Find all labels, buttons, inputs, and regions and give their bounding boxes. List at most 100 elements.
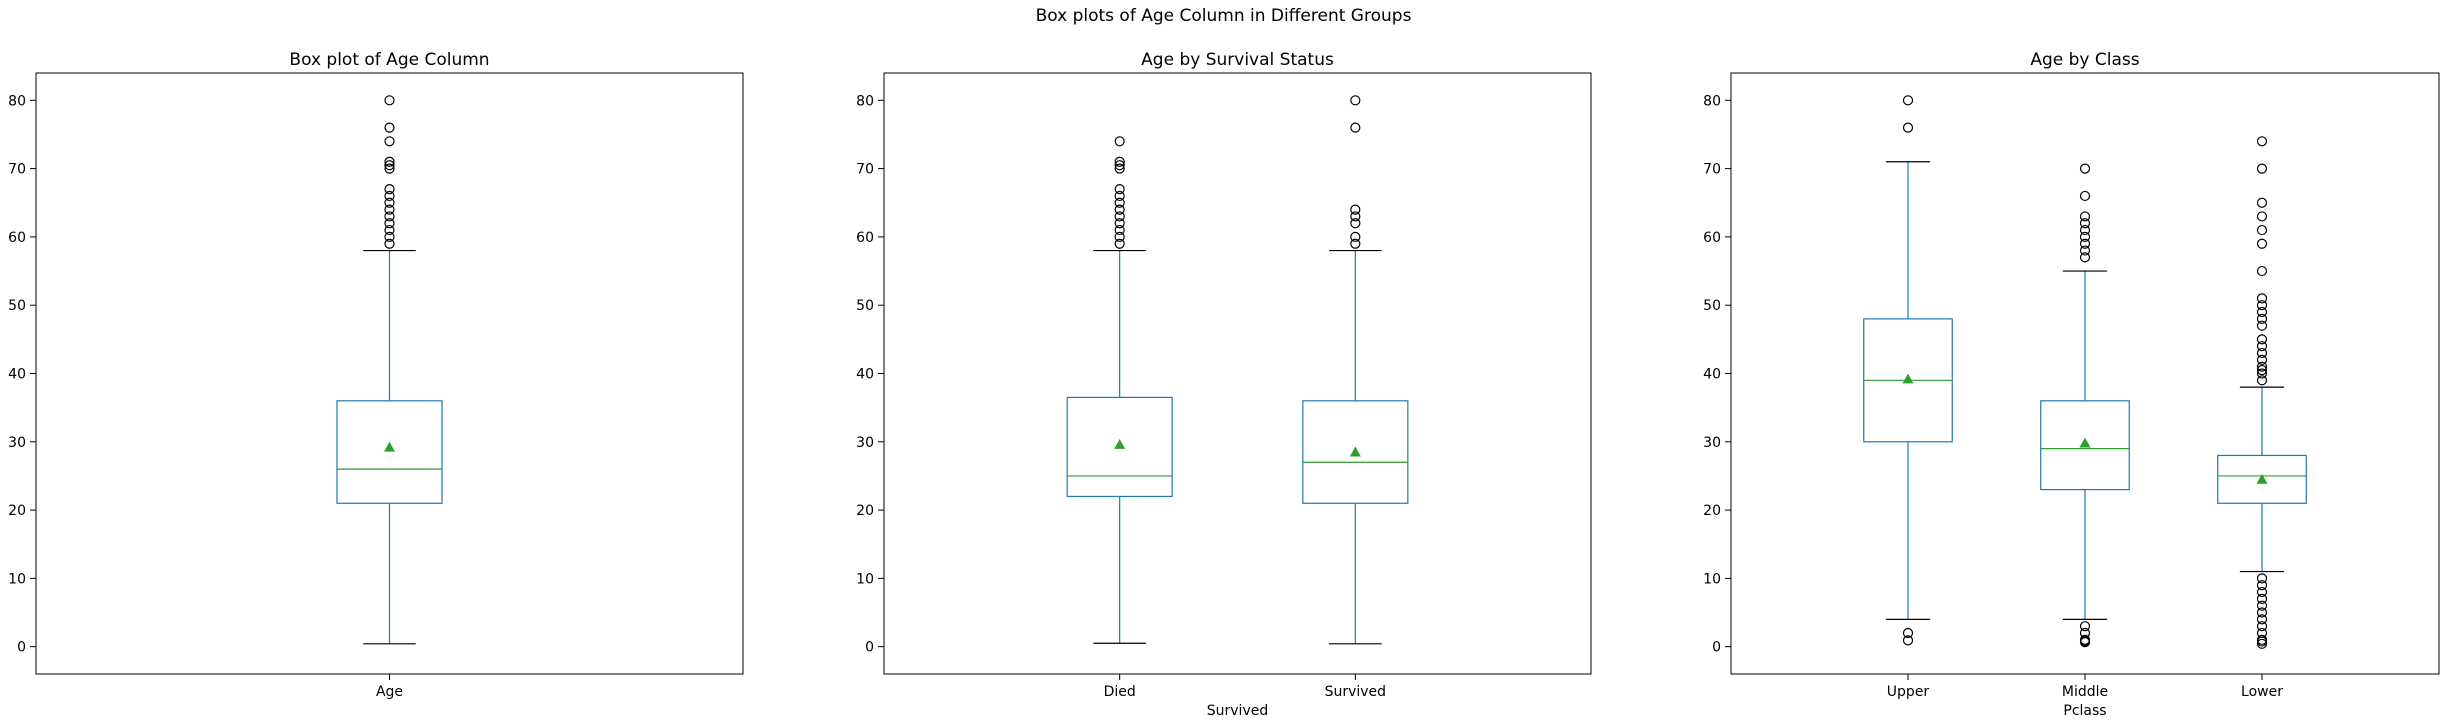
x-tick-label: Age (376, 684, 403, 700)
outlier-point (2079, 621, 2091, 632)
y-tick-label: 40 (1703, 367, 1721, 383)
outlier-point (384, 122, 395, 133)
x-tick-label: Lower (2241, 684, 2283, 700)
outlier-point (2079, 224, 2091, 236)
outlier-point (2079, 634, 2091, 645)
y-tick-label: 80 (8, 93, 26, 109)
outlier-point (2256, 368, 2268, 379)
y-tick-label: 50 (8, 298, 26, 314)
outlier-point (2256, 238, 2268, 249)
y-tick-label: 60 (1703, 230, 1721, 246)
subplot-2: Age by Survival Status 0 10 20 30 40 50 60 70 80 D… (856, 50, 1592, 719)
outlier-point (2256, 197, 2268, 208)
y-tick-label: 10 (1703, 571, 1721, 587)
outlier-point (2256, 211, 2268, 222)
outlier-point (2079, 231, 2091, 243)
outlier-point (2256, 593, 2268, 604)
outlier-point (384, 95, 395, 106)
outlier-point (384, 224, 395, 236)
outlier-point (2256, 341, 2268, 352)
x-tick-label: Upper (1887, 684, 1930, 700)
iqr-box (336, 400, 443, 504)
x-tick-label: Died (1104, 684, 1136, 700)
subplot-3: Age by Class 0 10 20 30 40 50 60 70 80 Upper Middle… (1703, 50, 2440, 719)
outlier-point (384, 231, 395, 243)
outlier-point (1114, 211, 1125, 222)
y-tick-label: 40 (8, 367, 26, 383)
outlier-point (2079, 245, 2091, 256)
outlier-point (1114, 136, 1125, 147)
outlier-point (1350, 211, 1361, 222)
outlier-point (2256, 627, 2268, 639)
outlier-point (2079, 627, 2091, 639)
outlier-point (1114, 224, 1125, 236)
outlier-point (1114, 184, 1125, 195)
box-middle (2040, 163, 2130, 648)
y-tick-label: 70 (8, 162, 26, 178)
outlier-point (384, 160, 395, 171)
iqr-box (1302, 400, 1409, 504)
outlier-point (2256, 634, 2268, 645)
y-tick-label: 0 (1712, 640, 1721, 656)
outlier-point (2079, 211, 2091, 222)
outlier-point (1350, 238, 1361, 249)
y-tick-label: 30 (856, 435, 874, 451)
x-axis-label: Survived (1207, 703, 1268, 719)
y-tick-label: 80 (856, 93, 874, 109)
subplot-title: Age by Survival Status (1141, 50, 1334, 70)
outlier-point (2079, 163, 2091, 174)
mean-marker (1114, 439, 1126, 449)
mean-marker (2079, 437, 2091, 448)
outlier-point (1114, 190, 1125, 202)
subplot-title: Box plot of Age Column (289, 50, 489, 70)
x-tick-label: Middle (2062, 684, 2108, 700)
outlier-point (2256, 224, 2268, 236)
outlier-point (2256, 361, 2268, 372)
outlier-point (1902, 627, 1914, 639)
outlier-point (384, 197, 395, 208)
figure-suptitle: Box plots of Age Column in Different Gro… (1035, 6, 1412, 26)
y-tick-label: 0 (865, 640, 874, 656)
outlier-point (1350, 95, 1361, 106)
subplot-1: Box plot of Age Column 0 10 20 30 40 50 60 70 80 A… (8, 50, 744, 700)
outlier-point (1114, 163, 1125, 174)
outlier-point (1902, 635, 1914, 646)
y-tick-label: 80 (1703, 93, 1721, 109)
outlier-point (2256, 320, 2268, 331)
outlier-point (384, 156, 395, 167)
outlier-point (1114, 156, 1125, 167)
outlier-point (1350, 231, 1361, 243)
y-tick-label: 0 (17, 640, 26, 656)
outlier-point (2256, 313, 2268, 324)
outlier-point (2256, 621, 2268, 632)
outlier-point (384, 211, 395, 222)
y-tick-label: 50 (856, 298, 874, 314)
outlier-point (1114, 231, 1125, 243)
outlier-point (384, 204, 395, 215)
y-tick-label: 60 (8, 230, 26, 246)
outlier-point (1350, 218, 1361, 229)
mean-marker (2256, 473, 2268, 484)
outlier-point (384, 136, 395, 147)
outlier-point (2079, 190, 2091, 202)
y-tick-label: 20 (856, 503, 874, 519)
box-survived (1302, 95, 1409, 645)
outlier-point (2256, 163, 2268, 174)
outlier-point (384, 190, 395, 202)
outlier-point (2256, 600, 2268, 611)
outlier-point (2079, 218, 2091, 229)
outlier-point (2256, 347, 2268, 359)
y-tick-label: 10 (8, 571, 26, 587)
y-tick-label: 30 (8, 435, 26, 451)
outlier-point (1902, 95, 1914, 106)
outlier-point (2256, 586, 2268, 598)
outlier-point (1114, 218, 1125, 229)
outlier-point (2256, 293, 2268, 304)
outlier-point (1114, 238, 1125, 249)
y-tick-label: 20 (1703, 503, 1721, 519)
outlier-point (2256, 334, 2268, 345)
outlier-point (2256, 573, 2268, 584)
outlier-point (384, 218, 395, 229)
